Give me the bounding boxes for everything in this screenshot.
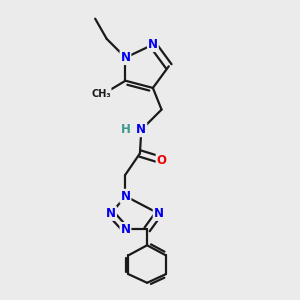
Text: N: N <box>136 123 146 136</box>
Text: N: N <box>106 207 116 220</box>
Text: H: H <box>121 123 130 136</box>
Text: N: N <box>154 207 164 220</box>
Text: N: N <box>121 190 130 203</box>
Text: O: O <box>157 154 166 166</box>
Text: N: N <box>121 223 130 236</box>
Text: CH₃: CH₃ <box>91 89 111 99</box>
Text: N: N <box>148 38 158 51</box>
Text: N: N <box>121 51 130 64</box>
